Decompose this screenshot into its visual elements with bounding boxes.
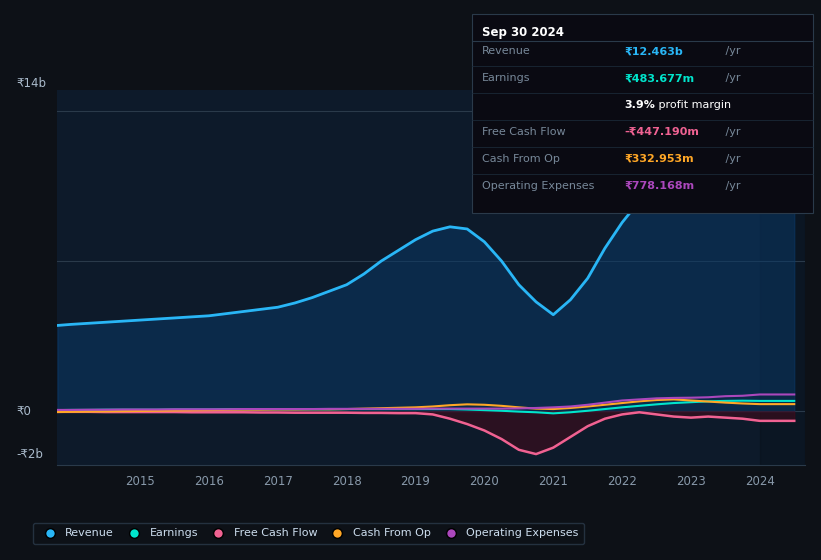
Text: Sep 30 2024: Sep 30 2024	[482, 26, 564, 39]
Text: -₹447.190m: -₹447.190m	[624, 127, 699, 137]
Legend: Revenue, Earnings, Free Cash Flow, Cash From Op, Operating Expenses: Revenue, Earnings, Free Cash Flow, Cash …	[33, 523, 585, 544]
Text: ₹0: ₹0	[16, 405, 31, 418]
Text: ₹483.677m: ₹483.677m	[624, 73, 694, 83]
Text: Revenue: Revenue	[482, 46, 530, 57]
Text: profit margin: profit margin	[655, 100, 732, 110]
Bar	[759, 90, 805, 465]
Text: /yr: /yr	[722, 127, 741, 137]
Text: /yr: /yr	[722, 46, 741, 57]
Text: ₹14b: ₹14b	[16, 77, 47, 90]
Text: ₹12.463b: ₹12.463b	[624, 46, 683, 57]
Text: ₹778.168m: ₹778.168m	[624, 181, 694, 191]
Text: -₹2b: -₹2b	[16, 447, 44, 460]
Text: 3.9%: 3.9%	[624, 100, 655, 110]
Text: ₹332.953m: ₹332.953m	[624, 154, 694, 164]
Text: Free Cash Flow: Free Cash Flow	[482, 127, 566, 137]
Text: /yr: /yr	[722, 181, 741, 191]
Text: /yr: /yr	[722, 154, 741, 164]
Text: Earnings: Earnings	[482, 73, 530, 83]
Text: Operating Expenses: Operating Expenses	[482, 181, 594, 191]
Text: /yr: /yr	[722, 73, 741, 83]
Text: Cash From Op: Cash From Op	[482, 154, 560, 164]
